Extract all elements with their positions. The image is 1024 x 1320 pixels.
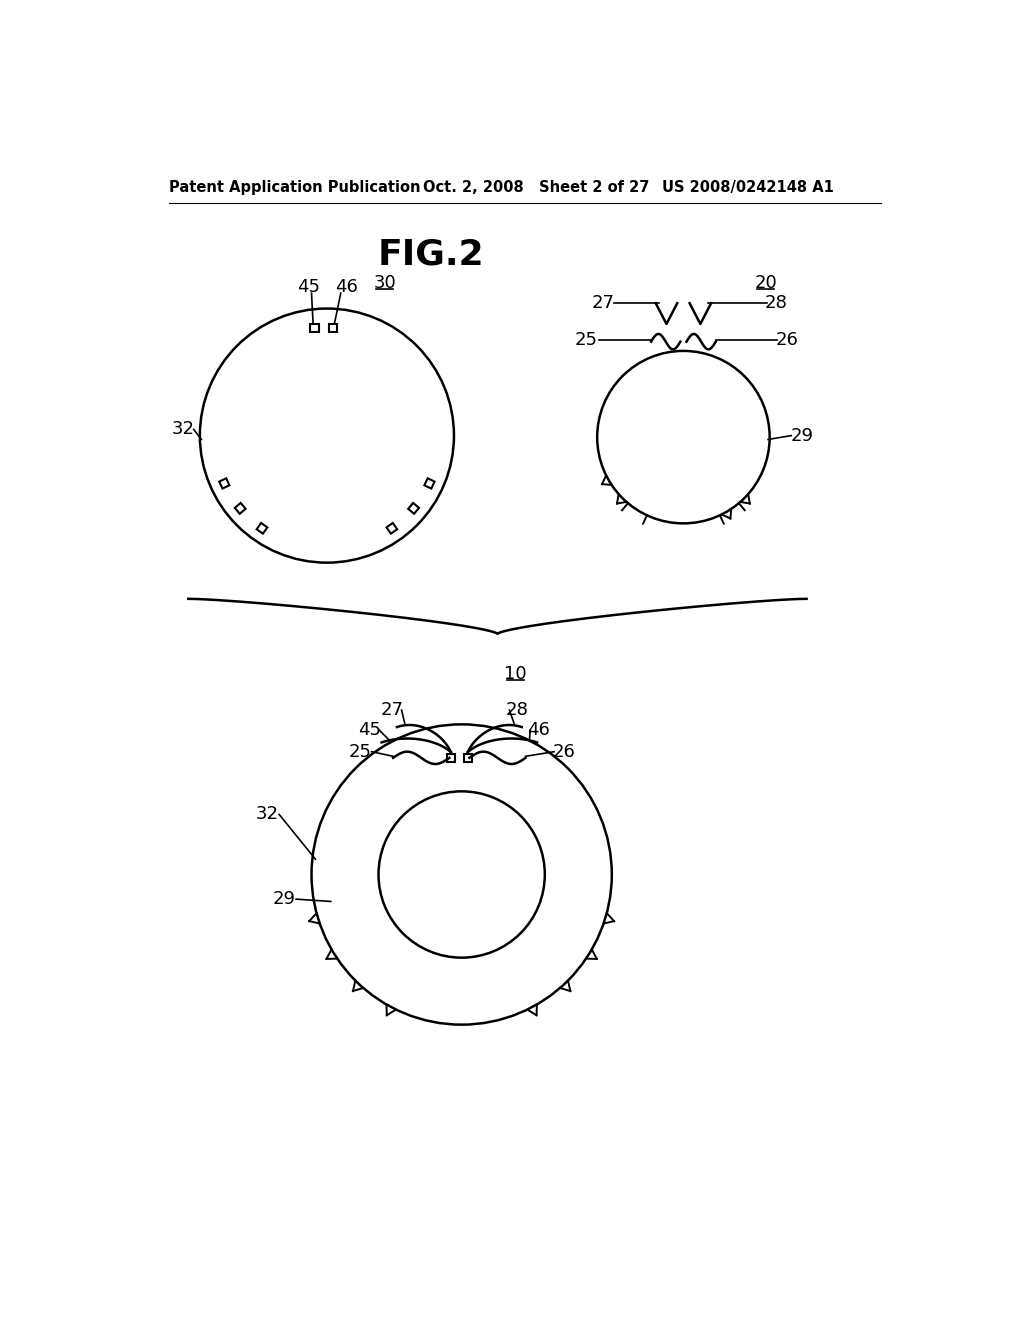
Text: 25: 25 <box>348 743 372 760</box>
Bar <box>257 523 267 533</box>
Text: FIG.2: FIG.2 <box>378 238 484 272</box>
Text: 26: 26 <box>553 743 575 760</box>
Text: 26: 26 <box>775 331 798 348</box>
Text: Patent Application Publication: Patent Application Publication <box>169 180 421 195</box>
Bar <box>310 323 318 333</box>
Text: Oct. 2, 2008   Sheet 2 of 27: Oct. 2, 2008 Sheet 2 of 27 <box>423 180 649 195</box>
Bar <box>409 503 419 513</box>
Text: 32: 32 <box>256 805 280 824</box>
Text: 27: 27 <box>592 294 614 312</box>
Text: 28: 28 <box>764 294 787 312</box>
Bar <box>424 478 434 488</box>
Text: 46: 46 <box>527 721 550 739</box>
Text: 27: 27 <box>381 701 403 719</box>
Bar <box>234 503 246 513</box>
Text: US 2008/0242148 A1: US 2008/0242148 A1 <box>662 180 834 195</box>
Bar <box>446 754 455 762</box>
Text: 46: 46 <box>336 279 358 296</box>
Bar <box>464 754 472 762</box>
Text: 29: 29 <box>273 890 296 908</box>
Text: 32: 32 <box>171 421 195 438</box>
Text: 29: 29 <box>791 426 813 445</box>
Text: 45: 45 <box>357 721 381 739</box>
Bar <box>329 323 337 333</box>
Bar <box>219 478 229 488</box>
Text: 20: 20 <box>755 275 777 292</box>
Text: 30: 30 <box>374 275 396 292</box>
Text: 45: 45 <box>297 279 319 296</box>
Text: 28: 28 <box>506 701 528 719</box>
Bar <box>386 523 397 533</box>
Text: 10: 10 <box>504 665 527 684</box>
Text: 25: 25 <box>574 331 598 348</box>
